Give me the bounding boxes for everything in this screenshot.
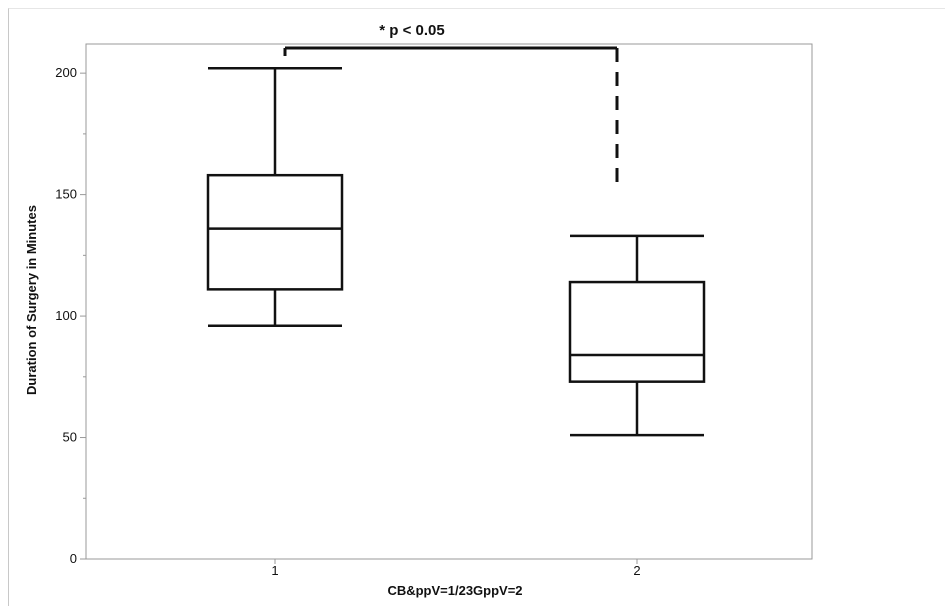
boxes: [206, 67, 706, 437]
y-axis-title: Duration of Surgery in Minutes: [24, 205, 39, 395]
box-group-1: [206, 67, 344, 328]
x-axis-title: CB&ppV=1/23GppV=2: [387, 583, 522, 598]
x-tick-label: 1: [271, 563, 278, 578]
chart-frame: [8, 8, 945, 606]
y-tick-label: 150: [55, 187, 77, 202]
iqr-box: [568, 280, 706, 383]
y-tick-label: 200: [55, 65, 77, 80]
axes: [85, 43, 813, 560]
y-ticks: 0 50 100 150 200 1 2: [55, 65, 640, 578]
y-tick-label: 50: [63, 430, 77, 445]
x-tick-label: 2: [633, 563, 640, 578]
plot-area-border: [85, 43, 813, 560]
box-group-2: [568, 234, 706, 437]
y-tick-label: 0: [70, 551, 77, 566]
iqr-box: [206, 173, 344, 291]
y-tick-label: 100: [55, 308, 77, 323]
significance-label: * p < 0.05: [379, 22, 444, 39]
significance-annotation: * p < 0.05: [283, 22, 619, 188]
